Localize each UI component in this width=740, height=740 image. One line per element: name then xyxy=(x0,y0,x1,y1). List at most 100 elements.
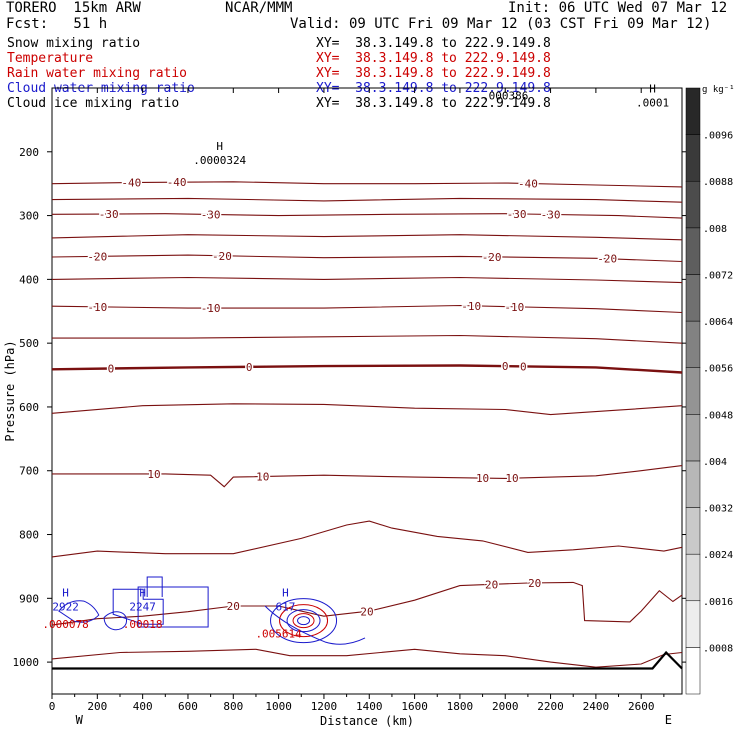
x-axis: 0 200 400 600 800 1000 1200 1400 1600 1800 2000 220… xyxy=(49,88,672,728)
y-tick-label: 800 xyxy=(19,529,39,542)
extremum-marker: H xyxy=(649,82,656,95)
colorbar-swatch xyxy=(685,507,701,555)
isotherm-label: 10 xyxy=(476,472,489,485)
colorbar-label: .0088 xyxy=(703,177,733,188)
isotherm--10 xyxy=(51,304,683,314)
colorbar-swatch xyxy=(685,87,701,135)
colorbar-unit: g kg⁻¹ xyxy=(702,85,735,95)
isotherm-label: -40 xyxy=(518,178,538,191)
isotherm-5 xyxy=(51,403,683,416)
isotherm-label: 10 xyxy=(147,468,160,481)
y-tick-label: 600 xyxy=(19,401,39,414)
x-tick-label: 800 xyxy=(223,700,243,713)
field-name-temperature: Temperature xyxy=(7,51,94,66)
cloud-water-contour xyxy=(297,616,311,626)
y-axis-title: Pressure (hPa) xyxy=(3,340,17,441)
cloud-water-contour xyxy=(270,598,338,644)
cloud-water-contour xyxy=(292,613,315,629)
isotherm-group: -40 -40 -40 -30 -30 -30 -30 -20 -20 -20 -20 -10 -10 -… xyxy=(51,175,683,668)
field-xy-temperature: XY= 38.3.149.8 to 222.9.149.8 xyxy=(316,51,551,66)
isotherm-label: 20 xyxy=(485,578,498,591)
isotherm--25 xyxy=(51,234,683,241)
isotherm-label: 20 xyxy=(227,600,240,613)
isotherm-label: -10 xyxy=(461,300,481,313)
init-time: Init: 06 UTC Wed 07 Mar 12 xyxy=(508,0,728,16)
colorbar-label: .008 xyxy=(703,224,727,235)
isotherm-15 xyxy=(51,520,683,558)
isotherm-label: -10 xyxy=(504,301,524,314)
x-tick-label: 1800 xyxy=(447,700,474,713)
colorbar-label: .0064 xyxy=(703,317,733,328)
isotherm-label: 0 xyxy=(502,360,509,373)
isotherm-20 xyxy=(51,581,683,626)
org-label: NCAR/MMM xyxy=(225,0,293,16)
hydrometeor-contours xyxy=(58,576,366,645)
isotherm-label: -20 xyxy=(482,251,502,264)
x-tick-label: 1400 xyxy=(356,700,383,713)
x-tick-label: 400 xyxy=(133,700,153,713)
field-name-rain: Rain water mixing ratio xyxy=(7,66,188,81)
extremum-marker: H xyxy=(216,140,223,153)
colorbar-label: .0032 xyxy=(703,504,733,515)
isotherm-label: 20 xyxy=(528,577,541,590)
field-name-cloud-ice: Cloud ice mixing ratio xyxy=(7,96,180,111)
field-name-snow: Snow mixing ratio xyxy=(7,36,141,51)
isotherm-25 xyxy=(51,648,683,668)
isotherm-label: 0 xyxy=(108,362,115,375)
isotherm-label: -40 xyxy=(121,177,141,190)
isotherm-10 xyxy=(52,465,683,488)
extremum-value: .0001 xyxy=(636,96,669,109)
x-tick-label: 1600 xyxy=(401,700,428,713)
extremum-value: .000078 xyxy=(42,618,88,631)
isotherm--35 xyxy=(51,197,683,203)
y-tick-label: 1000 xyxy=(13,656,40,669)
extremum-value: 2922 xyxy=(52,600,79,613)
endpoint-right-label: E xyxy=(665,713,672,727)
model-title: TORERO 15km ARW xyxy=(6,0,141,16)
terrain-line xyxy=(52,650,683,670)
isotherm-label: -30 xyxy=(201,208,221,221)
extremum-value: 617 xyxy=(275,600,295,613)
isotherm--5 xyxy=(52,334,683,344)
cloud-water-contour xyxy=(279,604,329,638)
x-tick-label: 600 xyxy=(178,700,198,713)
colorbar-swatch xyxy=(685,460,701,508)
y-tick-label: 400 xyxy=(19,273,39,286)
isotherm-label: -10 xyxy=(87,301,107,314)
isotherm--15 xyxy=(51,276,683,284)
extremum-marker: H xyxy=(139,586,146,599)
x-tick-label: 2600 xyxy=(628,700,655,713)
isotherm-label: 10 xyxy=(256,470,269,483)
isotherm-label: -30 xyxy=(541,208,561,221)
isotherm--20 xyxy=(51,254,683,263)
y-tick-label: 200 xyxy=(19,146,39,159)
isotherm-label: -30 xyxy=(507,208,527,221)
endpoint-left-label: W xyxy=(76,713,84,727)
colorbar-label: .0024 xyxy=(703,550,733,561)
colorbar-label: .0072 xyxy=(703,270,733,281)
isotherm-label: -10 xyxy=(201,302,221,315)
colorbar-label: .0016 xyxy=(703,597,733,608)
colorbar-swatch xyxy=(685,134,701,182)
x-tick-label: 200 xyxy=(87,700,107,713)
cloud-water-contour xyxy=(264,605,366,645)
colorbar-label: .0008 xyxy=(703,643,733,654)
x-tick-label: 2000 xyxy=(492,700,519,713)
colorbar-swatch xyxy=(685,414,701,462)
extremum-value: .000386 xyxy=(482,90,528,103)
forecast-hour: Fcst: 51 h xyxy=(6,16,108,32)
extremum-value: 2247 xyxy=(129,600,156,613)
cloud-water-contour xyxy=(286,609,321,633)
colorbar-swatch xyxy=(685,553,701,602)
colorbar-label: .0056 xyxy=(703,364,733,375)
extremum-value: .00018 xyxy=(123,618,163,631)
isotherm-label: 10 xyxy=(505,472,518,485)
x-tick-label: 2400 xyxy=(583,700,610,713)
extremum-marker: H xyxy=(282,586,289,599)
isotherm-0 xyxy=(51,364,683,374)
colorbar-label: .004 xyxy=(703,457,727,468)
plot-frame xyxy=(51,87,683,695)
x-tick-label: 1200 xyxy=(311,700,338,713)
colorbar-label: .0048 xyxy=(703,410,733,421)
